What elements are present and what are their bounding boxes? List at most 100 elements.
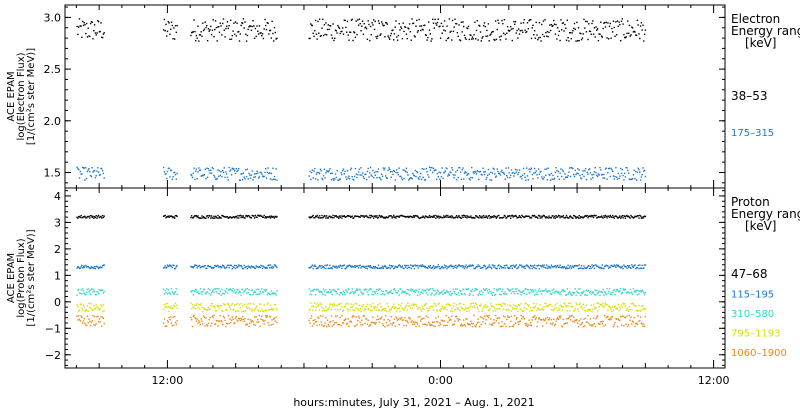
proton-point: [375, 321, 377, 324]
proton-point: [413, 267, 416, 270]
electron-point: [92, 38, 94, 40]
proton-point: [496, 267, 498, 270]
proton-point: [520, 294, 522, 296]
proton-point: [573, 215, 576, 217]
proton-point: [603, 306, 605, 308]
proton-point: [609, 317, 611, 319]
proton-point: [267, 216, 269, 218]
proton-point: [319, 302, 322, 305]
proton-point: [561, 326, 564, 328]
proton-point: [428, 307, 431, 310]
proton-point: [541, 215, 544, 218]
proton-ytick-label: 3: [54, 216, 61, 229]
proton-point: [607, 315, 609, 318]
proton-point: [434, 303, 436, 305]
proton-point: [408, 216, 410, 219]
proton-point: [334, 308, 337, 311]
electron-point: [385, 21, 387, 24]
proton-legend-title-line: Proton: [731, 195, 770, 209]
proton-point: [259, 325, 261, 327]
proton-point: [381, 267, 383, 269]
proton-point: [574, 307, 576, 310]
proton-point: [565, 214, 568, 217]
proton-point: [643, 325, 646, 328]
proton-point: [607, 265, 609, 267]
proton-point: [557, 317, 559, 319]
proton-point: [498, 217, 501, 219]
electron-point: [386, 23, 388, 25]
proton-point: [556, 302, 558, 305]
electron-point: [492, 30, 494, 33]
proton-point: [461, 214, 463, 217]
electron-point: [366, 38, 369, 40]
electron-point: [570, 166, 572, 169]
proton-point: [614, 265, 616, 267]
proton-point: [457, 292, 459, 294]
proton-point: [241, 288, 244, 291]
proton-point: [429, 216, 431, 219]
proton-point: [310, 265, 313, 268]
electron-point: [199, 34, 202, 36]
electron-point: [377, 35, 379, 37]
proton-point: [200, 266, 202, 268]
proton-point: [427, 267, 429, 269]
proton-point: [606, 217, 608, 219]
proton-point: [588, 308, 591, 311]
proton-point: [221, 321, 223, 323]
proton-point: [364, 308, 366, 311]
proton-point: [432, 216, 434, 218]
proton-point: [448, 303, 451, 306]
electron-point: [340, 172, 342, 174]
proton-point: [230, 304, 233, 306]
proton-point: [385, 310, 388, 312]
proton-point: [432, 309, 435, 311]
proton-point: [509, 215, 511, 217]
proton-point: [337, 323, 339, 326]
proton-point: [195, 308, 197, 310]
proton-point: [451, 292, 454, 295]
proton-point: [353, 325, 356, 327]
proton-point: [427, 310, 429, 312]
proton-point: [639, 267, 642, 269]
proton-point: [84, 310, 86, 312]
proton-point: [422, 308, 424, 310]
electron-point: [198, 167, 200, 169]
proton-point: [430, 323, 432, 326]
proton-point: [494, 293, 497, 296]
proton-point: [406, 309, 408, 311]
proton-point: [618, 310, 620, 312]
proton-point: [326, 325, 328, 328]
proton-point: [176, 264, 178, 267]
proton-point: [257, 310, 260, 312]
proton-point: [89, 303, 92, 305]
proton-point: [225, 216, 227, 218]
proton-point: [459, 217, 462, 219]
proton-point: [580, 216, 583, 218]
proton-point: [438, 302, 440, 304]
electron-point: [510, 169, 513, 171]
electron-point: [635, 34, 637, 36]
proton-point: [199, 267, 202, 269]
electron-point: [545, 35, 548, 37]
electron-panel-frame: [64, 4, 726, 189]
proton-point: [355, 316, 357, 318]
electron-point: [334, 29, 337, 31]
proton-point: [413, 323, 416, 325]
proton-point: [615, 307, 617, 310]
proton-point: [490, 318, 492, 320]
proton-point: [262, 310, 265, 313]
proton-point: [381, 322, 384, 325]
proton-point: [379, 317, 381, 320]
proton-point: [576, 265, 578, 267]
proton-legend-entry: 115–195: [731, 290, 774, 301]
proton-point: [552, 322, 554, 324]
electron-point: [264, 171, 266, 174]
proton-point: [357, 294, 360, 296]
proton-point: [636, 267, 639, 269]
electron-point: [474, 170, 476, 173]
electron-point: [211, 166, 214, 169]
proton-point: [498, 264, 500, 266]
proton-point: [439, 310, 442, 312]
electron-point: [548, 31, 550, 34]
electron-point: [537, 168, 540, 170]
